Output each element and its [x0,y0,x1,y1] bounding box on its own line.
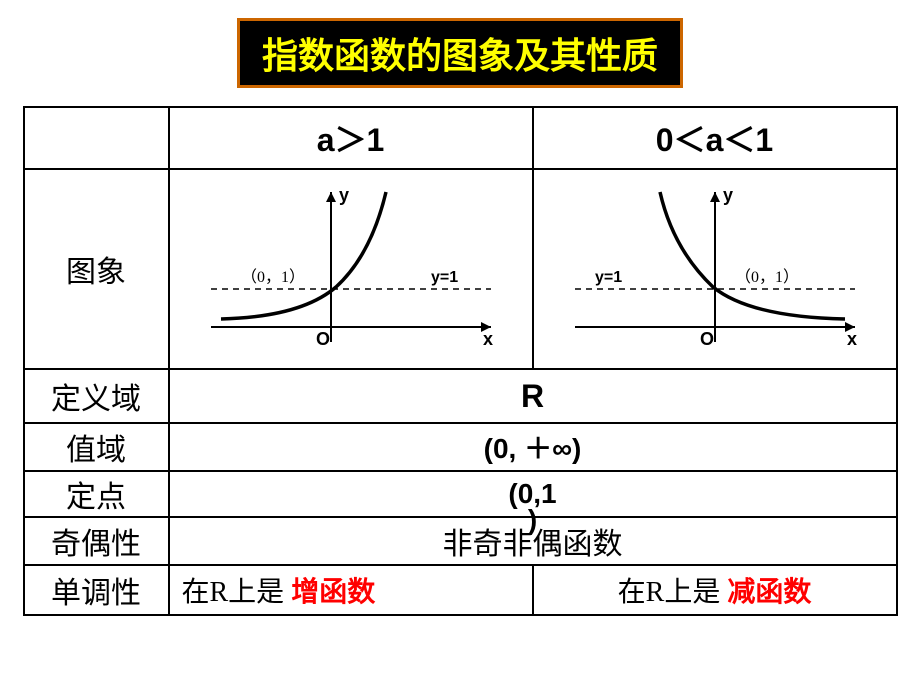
x-axis-label: x [847,329,857,349]
row-graph-label: 图象 [24,169,169,369]
y1-label: y=1 [595,269,622,286]
mono-left: 在R上是 增函数 [169,565,533,615]
origin-label: O [700,329,714,349]
y1-label: y=1 [431,269,458,286]
row-mono-label: 单调性 [24,565,169,615]
properties-table: a＞1 0＜a＜1 图象 x y O y=1 （0，1） [23,106,898,616]
row-fixed-label: 定点 [24,471,169,517]
row-range-label: 值域 [24,423,169,471]
mono-right: 在R上是 减函数 [533,565,897,615]
domain-value: R [169,369,897,423]
point-label: （0，1） [241,268,305,286]
origin-label: O [316,329,330,349]
graph-decreasing: x y O y=1 （0，1） [533,169,897,369]
point-label: （0，1） [735,268,799,286]
fixed-value: (0,1 ) [169,471,897,517]
x-axis-label: x [483,329,493,349]
y-axis-label: y [339,185,349,205]
row-parity-label: 奇偶性 [24,517,169,565]
col-header-left: a＞1 [169,107,533,169]
page-title: 指数函数的图象及其性质 [237,18,683,88]
y-axis-label: y [723,185,733,205]
row-domain-label: 定义域 [24,369,169,423]
graph-increasing: x y O y=1 （0，1） [169,169,533,369]
col-header-right: 0＜a＜1 [533,107,897,169]
range-value: (0, ＋∞) [169,423,897,471]
corner-cell [24,107,169,169]
